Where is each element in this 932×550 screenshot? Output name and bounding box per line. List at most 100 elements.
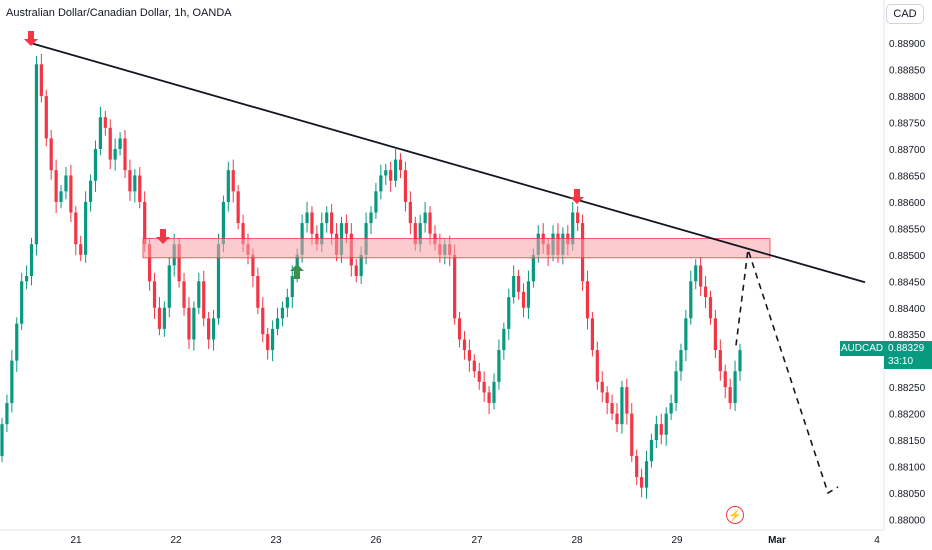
candle-body — [320, 223, 324, 245]
candle-body — [29, 244, 34, 276]
candle-body — [310, 212, 314, 234]
candle-body — [640, 477, 644, 488]
candle-body — [256, 276, 260, 308]
candle-body — [703, 286, 708, 298]
projection-path — [735, 249, 839, 495]
candle-body — [231, 170, 235, 192]
candle-body — [0, 424, 4, 456]
candle-body — [517, 276, 521, 292]
candle-body — [187, 307, 191, 340]
candle-body — [39, 64, 43, 97]
candle-body — [128, 170, 132, 192]
candle-body — [344, 223, 348, 234]
candle-body — [649, 440, 654, 462]
candle-body — [34, 64, 39, 245]
candle-body — [684, 318, 688, 351]
candle-body — [216, 244, 221, 319]
candle-body — [644, 461, 649, 488]
candle-body — [54, 170, 58, 202]
candle-body — [457, 318, 462, 340]
candle-body — [64, 175, 68, 192]
y-tick-label: 0.88650 — [889, 171, 926, 182]
candle-body — [167, 265, 171, 308]
candle-body — [418, 223, 422, 245]
candle-body — [428, 212, 432, 234]
resistance-zone — [142, 238, 771, 259]
candle-body — [630, 413, 634, 456]
candle-body — [467, 350, 471, 361]
candle-body — [453, 254, 457, 319]
y-tick-label: 0.88700 — [889, 145, 926, 156]
candle-body — [98, 117, 102, 149]
candle-body — [585, 281, 590, 319]
candle-body — [25, 276, 29, 282]
candle-body — [610, 403, 614, 414]
candle-body — [733, 371, 737, 403]
candle-body — [261, 307, 265, 335]
candle-body — [123, 138, 127, 171]
candle-body — [595, 350, 599, 382]
candle-body — [477, 371, 481, 382]
candle-body — [699, 265, 703, 287]
candle-body — [625, 387, 629, 414]
candle-body — [689, 281, 693, 319]
y-tick-label: 0.88150 — [889, 436, 926, 447]
candle-body — [275, 318, 280, 329]
sell-arrow-icon — [156, 229, 170, 244]
x-tick-label: 28 — [571, 535, 583, 546]
candle-body — [487, 392, 491, 403]
candle-body — [605, 392, 609, 403]
candle-body — [620, 387, 624, 425]
candle-body — [15, 323, 19, 361]
symbol-price-label: AUDCAD — [840, 341, 884, 356]
candle-body — [738, 350, 742, 372]
candle-body — [413, 223, 417, 245]
candle-body — [615, 413, 619, 425]
candle-body — [384, 170, 388, 176]
candle-body — [10, 360, 14, 403]
candle-body — [379, 175, 383, 192]
candle-body — [398, 159, 403, 171]
candle-body — [694, 265, 698, 282]
candle-body — [44, 96, 48, 139]
candle-body — [211, 318, 216, 340]
x-tick-label: 23 — [270, 535, 282, 546]
lightning-bolt-icon[interactable]: ⚡ — [726, 506, 744, 524]
candle-body — [49, 138, 53, 171]
candle-body — [157, 307, 162, 329]
candle-body — [521, 291, 526, 308]
y-tick-label: 0.88900 — [889, 39, 926, 50]
candle-body — [93, 149, 98, 181]
x-tick-label: 4 — [874, 535, 880, 546]
candle-body — [118, 138, 122, 149]
y-tick-label: 0.88000 — [889, 515, 926, 526]
candle-body — [103, 117, 107, 128]
candle-body — [718, 350, 722, 372]
candle-body — [59, 191, 63, 202]
candle-body — [251, 254, 255, 276]
currency-button[interactable]: CAD — [886, 4, 924, 24]
countdown-timer: 33:10 — [888, 356, 914, 367]
candle-body — [423, 212, 427, 224]
candle-body — [266, 334, 270, 351]
candle-body — [571, 212, 575, 245]
candle-body — [305, 212, 309, 224]
candle-body — [600, 381, 604, 393]
candle-body — [664, 413, 668, 435]
last-price-value: 0.88329 — [888, 343, 925, 354]
candle-body — [280, 307, 285, 319]
candle-body — [138, 175, 142, 202]
y-tick-label: 0.88200 — [889, 410, 926, 421]
candle-body — [221, 201, 225, 245]
buy-arrow-icon — [290, 264, 304, 279]
candle-body — [162, 307, 166, 329]
candle-body — [482, 381, 486, 393]
candle-body — [236, 191, 240, 224]
candle-body — [492, 381, 496, 403]
y-tick-label: 0.88100 — [889, 463, 926, 474]
candle-body — [88, 180, 93, 202]
candle-body — [20, 281, 24, 324]
candle-body — [271, 328, 275, 351]
